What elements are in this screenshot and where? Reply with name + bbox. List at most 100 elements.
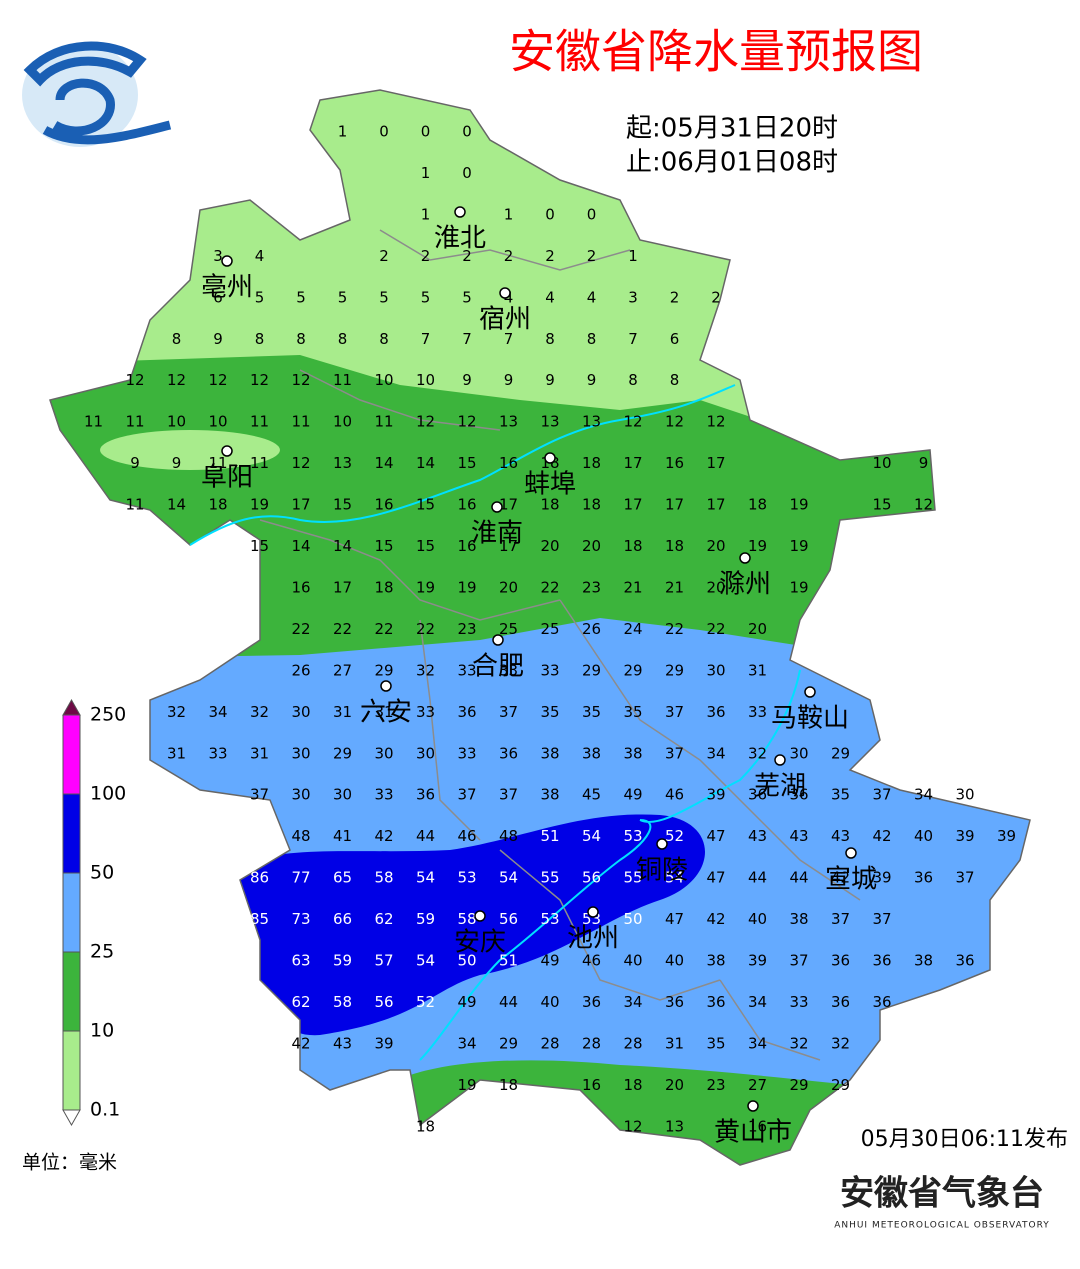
legend-cap [62,698,81,716]
grid-value: 55 [540,869,559,887]
grid-value: 47 [665,910,684,928]
grid-value: 32 [789,1034,808,1052]
city-dot [804,686,816,698]
grid-value: 0 [462,123,472,141]
grid-value: 34 [914,786,933,804]
grid-value: 15 [333,496,352,514]
grid-value: 31 [250,744,269,762]
grid-value: 10 [416,371,435,389]
grid-value: 54 [582,827,601,845]
grid-value: 36 [872,952,891,970]
grid-value: 11 [84,413,103,431]
grid-value: 58 [457,910,476,928]
grid-value: 42 [291,1034,310,1052]
grid-value: 56 [499,910,518,928]
grid-value: 8 [628,371,638,389]
grid-value: 29 [374,661,393,679]
grid-value: 29 [333,744,352,762]
grid-value: 29 [665,661,684,679]
city-name: 芜湖 [754,772,806,802]
grid-value: 1 [504,205,514,223]
grid-value: 38 [540,744,559,762]
grid-value: 49 [540,952,559,970]
logo [22,41,172,147]
grid-value: 57 [374,952,393,970]
grid-value: 16 [374,496,393,514]
grid-value: 46 [582,952,601,970]
grid-value: 18 [208,496,227,514]
grid-value: 9 [462,371,472,389]
grid-value: 32 [748,744,767,762]
grid-value: 12 [706,413,725,431]
grid-value: 59 [333,952,352,970]
grid-value: 7 [421,330,431,348]
grid-value: 65 [333,869,352,887]
grid-value: 36 [831,993,850,1011]
grid-value: 20 [540,537,559,555]
grid-value: 30 [291,786,310,804]
grid-value: 23 [706,1076,725,1094]
grid-value: 20 [499,578,518,596]
grid-value: 37 [499,703,518,721]
city-name: 安庆 [454,928,506,958]
grid-value: 37 [955,869,974,887]
grid-value: 12 [914,496,933,514]
grid-value: 1 [338,123,348,141]
grid-value: 40 [623,952,642,970]
grid-value: 42 [706,910,725,928]
grid-value: 44 [499,993,518,1011]
grid-value: 20 [582,537,601,555]
issue-time: 05月30日06:11发布 [861,1127,1068,1152]
grid-value: 36 [831,952,850,970]
grid-value: 5 [296,288,306,306]
grid-value: 31 [167,744,186,762]
grid-value: 40 [540,993,559,1011]
grid-value: 12 [291,454,310,472]
grid-value: 36 [914,869,933,887]
grid-value: 33 [457,661,476,679]
grid-value: 32 [831,1034,850,1052]
grid-value: 37 [499,786,518,804]
city-dot [491,501,503,513]
grid-value: 11 [125,496,144,514]
grid-value: 22 [416,620,435,638]
legend-label: 50 [90,862,114,884]
grid-value: 12 [125,371,144,389]
legend-swatch [62,872,81,953]
grid-value: 33 [748,703,767,721]
grid-value: 51 [540,827,559,845]
city-boundaries [259,229,861,1061]
grid-value: 16 [499,454,518,472]
grid-value: 6 [213,288,223,306]
grid-value: 30 [291,744,310,762]
grid-value: 15 [416,496,435,514]
grid-value: 56 [582,869,601,887]
city-dot [587,906,599,918]
grid-value: 33 [499,661,518,679]
zone-50-100 [230,814,705,1036]
grid-value: 7 [628,330,638,348]
grid-value: 13 [540,413,559,431]
boundaries [259,229,861,1061]
grid-value: 36 [706,703,725,721]
grid-value: 8 [296,330,306,348]
city-name: 黄山市 [714,1118,792,1148]
grid-value: 12 [167,371,186,389]
grid-value: 35 [831,786,850,804]
grid-value: 12 [623,1117,642,1135]
city-name: 合肥 [472,652,524,682]
grid-value: 19 [748,537,767,555]
grid-value: 20 [748,620,767,638]
grid-value: 14 [374,454,393,472]
grid-value: 34 [748,993,767,1011]
city-dot [774,754,786,766]
grid-value: 28 [540,1034,559,1052]
grid-value: 33 [540,661,559,679]
value-grid: 1000101100342222221655555544432289888877… [84,123,1016,1136]
grid-value: 9 [919,454,929,472]
grid-value: 18 [374,578,393,596]
grid-value: 58 [374,869,393,887]
grid-value: 35 [623,703,642,721]
grid-value: 53 [623,827,642,845]
grid-value: 42 [872,827,891,845]
